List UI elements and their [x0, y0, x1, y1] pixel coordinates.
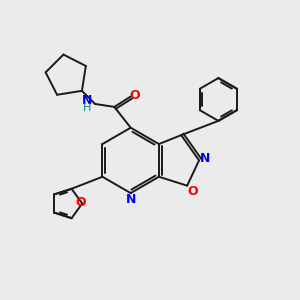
Text: O: O	[187, 184, 198, 197]
Text: H: H	[82, 103, 91, 113]
Text: O: O	[130, 88, 140, 101]
Text: N: N	[82, 94, 92, 107]
Text: N: N	[125, 193, 136, 206]
Text: N: N	[200, 152, 210, 165]
Text: O: O	[75, 196, 86, 208]
